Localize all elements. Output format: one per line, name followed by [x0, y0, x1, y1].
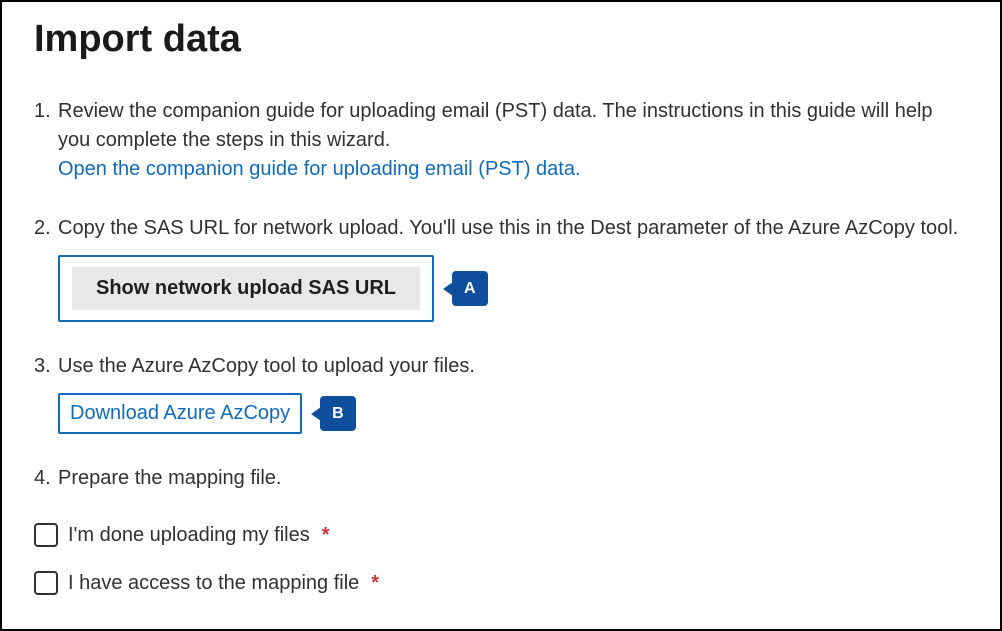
page-title: Import data [34, 18, 968, 61]
step-2-action-row: Show network upload SAS URL A [58, 255, 968, 322]
step-3-text: Use the Azure AzCopy tool to upload your… [58, 355, 475, 377]
step-1-text: Review the companion guide for uploading… [58, 100, 933, 151]
download-azcopy-button[interactable]: Download Azure AzCopy [58, 393, 302, 434]
mapping-access-checkbox[interactable] [34, 571, 58, 595]
step-1: Review the companion guide for uploading… [34, 97, 968, 184]
step-4-text: Prepare the mapping file. [58, 467, 281, 489]
companion-guide-link[interactable]: Open the companion guide for uploading e… [58, 158, 581, 180]
import-data-panel: Import data Review the companion guide f… [0, 0, 1002, 631]
steps-list: Review the companion guide for uploading… [34, 97, 968, 493]
step-2: Copy the SAS URL for network upload. You… [34, 214, 968, 322]
required-asterisk-icon: * [371, 572, 379, 595]
callout-marker-b: B [320, 396, 356, 431]
checkbox-row-done-uploading: I'm done uploading my files * [34, 523, 968, 547]
done-uploading-label: I'm done uploading my files [68, 524, 310, 547]
required-asterisk-icon: * [322, 524, 330, 547]
step-4: Prepare the mapping file. [34, 464, 968, 493]
step-3-action-row: Download Azure AzCopy B [58, 393, 968, 434]
step-2-text: Copy the SAS URL for network upload. You… [58, 217, 958, 239]
show-sas-url-button[interactable]: Show network upload SAS URL [72, 267, 420, 310]
confirmation-checkboxes: I'm done uploading my files * I have acc… [34, 523, 968, 595]
done-uploading-checkbox[interactable] [34, 523, 58, 547]
step-3: Use the Azure AzCopy tool to upload your… [34, 352, 968, 434]
mapping-access-label: I have access to the mapping file [68, 572, 359, 595]
sas-url-focus-box: Show network upload SAS URL [58, 255, 434, 322]
checkbox-row-mapping-access: I have access to the mapping file * [34, 571, 968, 595]
callout-marker-a: A [452, 271, 488, 306]
